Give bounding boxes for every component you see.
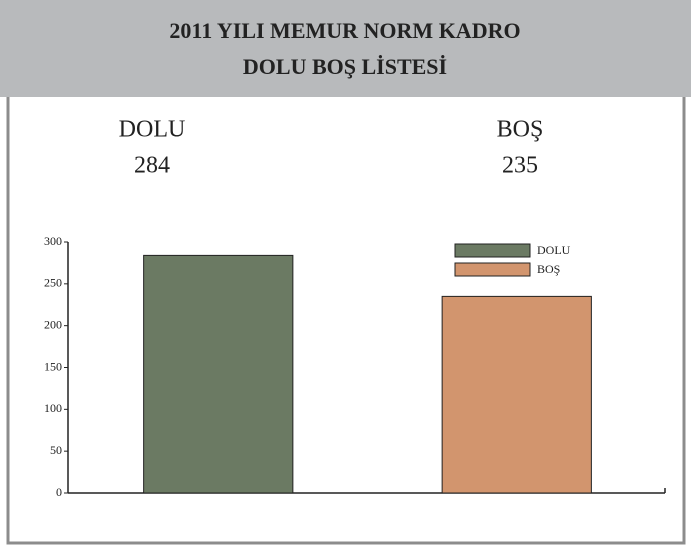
legend-label: BOŞ xyxy=(537,262,560,276)
y-tick-label: 0 xyxy=(56,485,62,499)
summary-label: DOLU xyxy=(119,117,186,143)
legend-swatch xyxy=(454,262,531,277)
panel-border xyxy=(6,97,686,545)
y-tick-label: 250 xyxy=(44,276,62,290)
summary-value: 235 xyxy=(502,153,538,179)
bar xyxy=(441,295,592,494)
y-tick-label: 300 xyxy=(44,234,62,248)
y-tick-label: 100 xyxy=(44,401,62,415)
y-tick-label: 200 xyxy=(44,317,62,331)
legend-label: DOLU xyxy=(537,243,571,257)
chart-title: DOLU BOŞ LİSTESİ xyxy=(243,54,447,79)
summary-value: 284 xyxy=(134,153,170,179)
header-band xyxy=(0,0,691,97)
summary-label: BOŞ xyxy=(497,117,544,143)
y-tick-label: 50 xyxy=(50,443,62,457)
y-tick-label: 150 xyxy=(44,359,62,373)
bar xyxy=(143,254,294,494)
legend-swatch xyxy=(454,243,531,258)
chart-title: 2011 YILI MEMUR NORM KADRO xyxy=(169,18,520,43)
